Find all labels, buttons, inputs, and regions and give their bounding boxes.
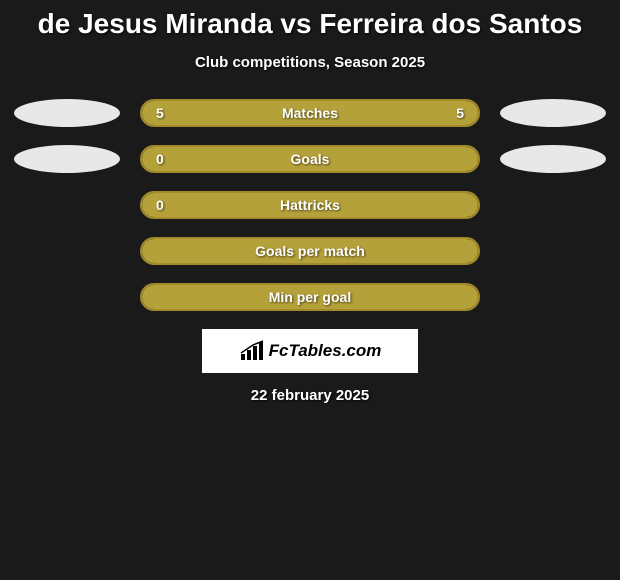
player-right-marker <box>500 145 606 173</box>
stat-label: Min per goal <box>142 289 478 305</box>
stat-row: Min per goal <box>0 283 620 311</box>
stat-label: Hattricks <box>142 197 478 213</box>
logo-box: FcTables.com <box>202 329 418 373</box>
stat-bar: 0Goals <box>140 145 480 173</box>
bar-chart-icon <box>239 340 265 362</box>
stat-row: 0Hattricks <box>0 191 620 219</box>
player-left-marker <box>14 145 120 173</box>
date-label: 22 february 2025 <box>0 387 620 404</box>
stat-label: Matches <box>142 105 478 121</box>
stat-rows: 5Matches5 0Goals 0Hattricks Goals per match… <box>0 99 620 311</box>
page-subtitle: Club competitions, Season 2025 <box>0 54 620 71</box>
stat-bar: Min per goal <box>140 283 480 311</box>
stat-row: Goals per match <box>0 237 620 265</box>
stat-label: Goals per match <box>142 243 478 259</box>
stat-row: 0Goals <box>0 145 620 173</box>
page-title: de Jesus Miranda vs Ferreira dos Santos <box>0 8 620 40</box>
player-left-marker <box>14 99 120 127</box>
stat-bar: Goals per match <box>140 237 480 265</box>
stat-right-value: 5 <box>456 105 464 121</box>
logo-content: FcTables.com <box>239 340 382 362</box>
stat-bar: 5Matches5 <box>140 99 480 127</box>
stat-label: Goals <box>142 151 478 167</box>
stat-bar: 0Hattricks <box>140 191 480 219</box>
comparison-infographic: de Jesus Miranda vs Ferreira dos Santos … <box>0 0 620 404</box>
logo-text: FcTables.com <box>269 341 382 361</box>
player-right-marker <box>500 99 606 127</box>
stat-row: 5Matches5 <box>0 99 620 127</box>
